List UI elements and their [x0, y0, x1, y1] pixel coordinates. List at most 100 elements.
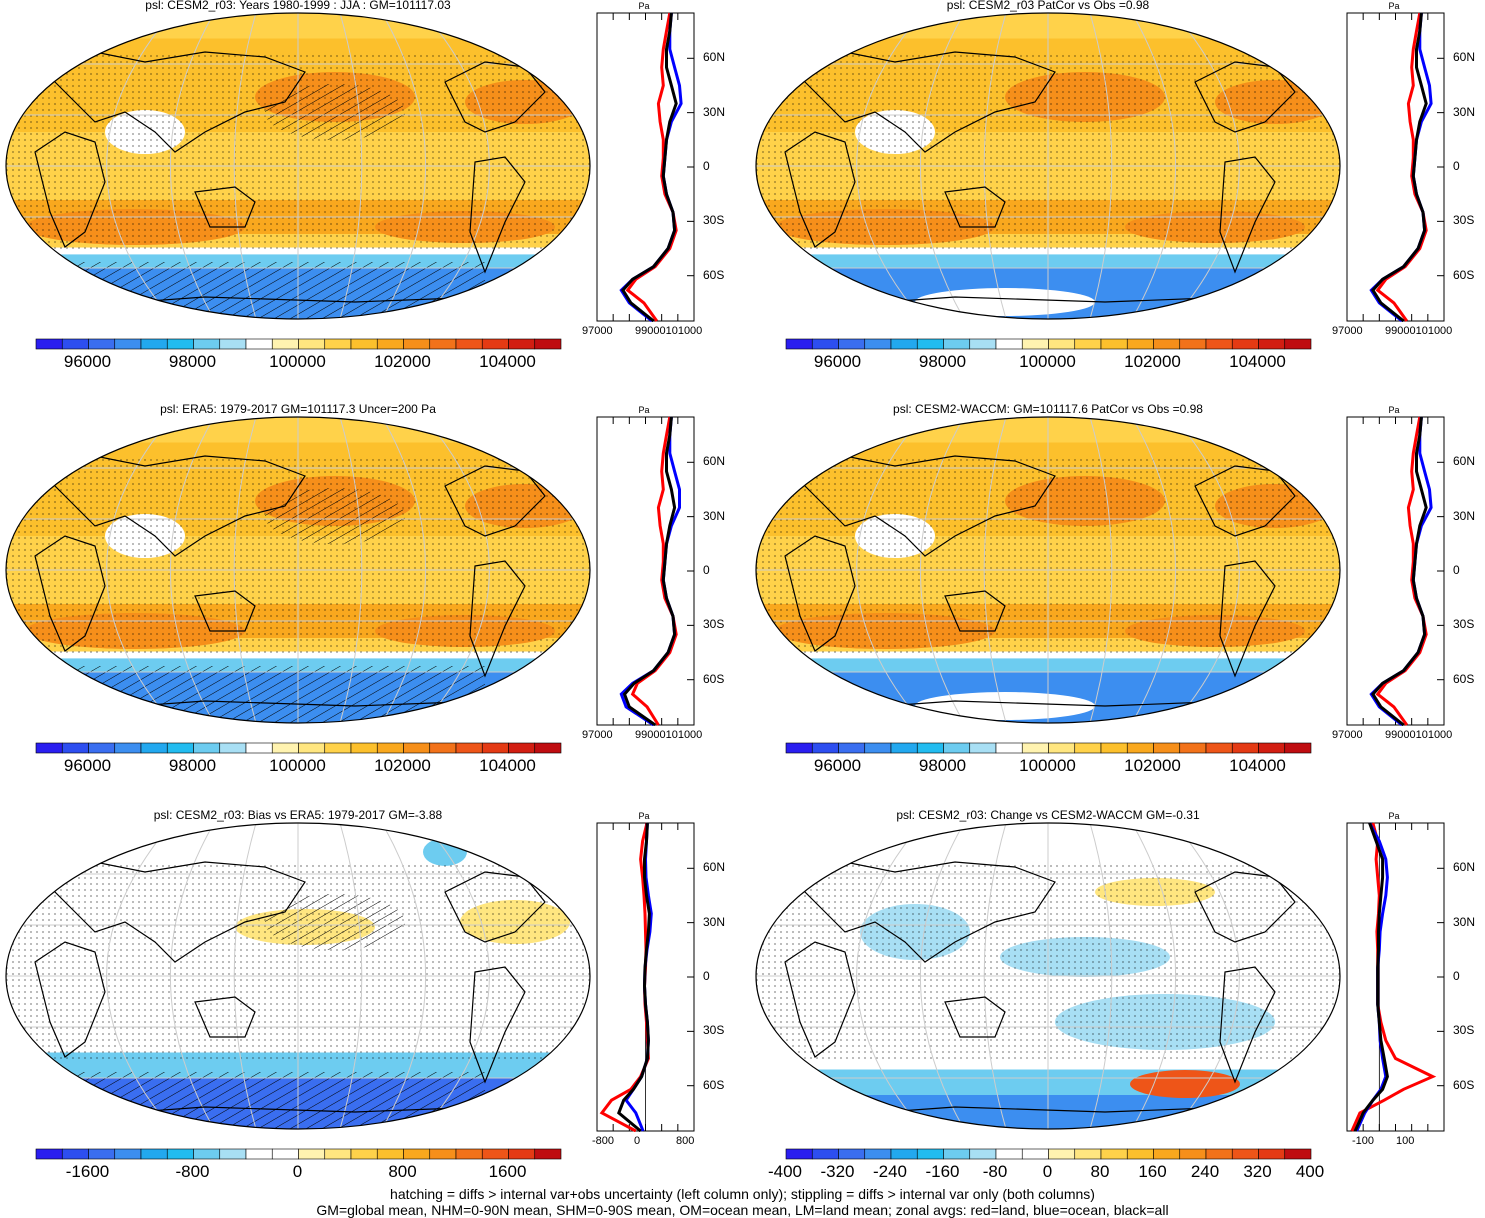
- colorbar-swatch: [114, 338, 142, 350]
- zonal-line-all: [1371, 416, 1428, 726]
- zonal-x-tick-label: 97000: [582, 729, 613, 741]
- colorbar-swatch: [35, 338, 63, 350]
- zonal-lat-label: 60S: [1453, 267, 1475, 282]
- colorbar-swatch: [969, 1148, 997, 1160]
- map-plot: [755, 822, 1341, 1130]
- colorbar-swatch: [916, 742, 944, 754]
- colorbar-swatch: [403, 742, 431, 754]
- colorbar-swatch: [403, 1148, 431, 1160]
- colorbar-swatch: [1179, 742, 1207, 754]
- colorbar-swatch: [1048, 1148, 1076, 1160]
- colorbar-label: 0: [1042, 1162, 1053, 1181]
- zonal-line-all: [617, 822, 651, 1132]
- colorbar-swatch: [1284, 742, 1312, 754]
- colorbar-swatch: [1074, 338, 1102, 350]
- zonal-line-land: [1375, 12, 1428, 322]
- zonal-units: Pa: [1388, 405, 1400, 415]
- colorbar-swatch: [1100, 338, 1128, 350]
- colorbar-label: 102000: [374, 756, 431, 775]
- colorbar-swatch: [481, 1148, 509, 1160]
- zonal-lat-label: 30S: [703, 617, 725, 632]
- colorbar-swatch: [1074, 1148, 1102, 1160]
- colorbar-swatch: [1231, 742, 1259, 754]
- colorbar-swatch: [1231, 338, 1259, 350]
- colorbar-swatch: [1258, 742, 1286, 754]
- zonal-x-tick-label: 800: [676, 1135, 695, 1147]
- colorbar-swatch: [995, 742, 1023, 754]
- zonal-lat-label: 30S: [703, 1023, 725, 1038]
- colorbar-swatch: [429, 742, 457, 754]
- colorbar-swatch: [811, 338, 839, 350]
- colorbar-label: 0: [292, 1162, 303, 1181]
- colorbar-swatch: [114, 742, 142, 754]
- zonal-line-land: [1375, 416, 1428, 726]
- zonal-units: Pa: [638, 405, 650, 415]
- colorbar-swatch: [245, 742, 273, 754]
- colorbar-swatch: [890, 742, 918, 754]
- colorbar-swatch: [140, 338, 168, 350]
- colorbar-swatch: [969, 742, 997, 754]
- colorbar-swatch: [508, 742, 536, 754]
- colorbar-swatch: [298, 338, 326, 350]
- colorbar-label: 320: [1243, 1162, 1272, 1181]
- colorbar-swatch: [166, 338, 194, 350]
- zonal-x-tick-label: 100: [1396, 1135, 1415, 1147]
- colorbar-swatch: [140, 742, 168, 754]
- colorbar-label: 96000: [63, 756, 112, 775]
- colorbar-label: 160: [1138, 1162, 1167, 1181]
- colorbar-swatch: [324, 1148, 352, 1160]
- zonal-units: Pa: [638, 1, 650, 11]
- colorbar-swatch: [995, 1148, 1023, 1160]
- colorbar-label: 104000: [1229, 352, 1286, 371]
- map-plot: [5, 822, 591, 1130]
- zonal-lat-label: 60S: [703, 671, 725, 686]
- panel-p6: psl: CESM2_r03: Change vs CESM2-WACCM GM…: [750, 808, 1485, 1210]
- zonal-lat-label: 60N: [1453, 50, 1476, 65]
- zonal-units: Pa: [638, 811, 650, 821]
- colorbar: [785, 338, 1312, 350]
- panel-title: psl: CESM2_r03: Bias vs ERA5: 1979-2017 …: [153, 808, 443, 822]
- colorbar-swatch: [1231, 1148, 1259, 1160]
- zonal-x-tick-label: 97000: [1332, 729, 1363, 741]
- colorbar-swatch: [1048, 742, 1076, 754]
- colorbar-swatch: [943, 1148, 971, 1160]
- colorbar-swatch: [1100, 742, 1128, 754]
- zonal-mean-plot: [1346, 822, 1445, 1132]
- colorbar-label: 100000: [1019, 756, 1076, 775]
- zonal-line-all: [621, 12, 678, 322]
- colorbar-swatch: [969, 338, 997, 350]
- colorbar-swatch: [245, 338, 273, 350]
- colorbar-swatch: [1021, 742, 1049, 754]
- colorbar-swatch: [785, 742, 813, 754]
- zonal-x-tick-label: -800: [592, 1135, 615, 1147]
- zonal-line-land: [630, 416, 678, 726]
- colorbar-swatch: [1126, 338, 1154, 350]
- colorbar-swatch: [1258, 1148, 1286, 1160]
- zonal-lat-label: 0: [1453, 969, 1460, 983]
- colorbar-swatch: [193, 742, 221, 754]
- colorbar: [35, 1148, 562, 1160]
- colorbar-label: -320: [820, 1162, 855, 1181]
- colorbar-label: 98000: [918, 756, 967, 775]
- colorbar-swatch: [350, 1148, 378, 1160]
- colorbar-swatch: [271, 338, 299, 350]
- colorbar-swatch: [35, 742, 63, 754]
- colorbar-swatch: [943, 338, 971, 350]
- colorbar-swatch: [271, 742, 299, 754]
- panel-p4: psl: CESM2-WACCM: GM=101117.6 PatCor vs …: [750, 402, 1485, 804]
- zonal-line-all: [1371, 12, 1428, 322]
- colorbar-label: 100000: [269, 756, 326, 775]
- footer-line-2: GM=global mean, NHM=0-90N mean, SHM=0-90…: [316, 1202, 1169, 1218]
- panel-title: psl: CESM2_r03 PatCor vs Obs =0.98: [946, 0, 1150, 12]
- colorbar-label: -1600: [65, 1162, 110, 1181]
- map-plot: [5, 416, 591, 724]
- colorbar-swatch: [61, 338, 89, 350]
- zonal-line-all: [1353, 822, 1389, 1132]
- colorbar-swatch: [298, 742, 326, 754]
- panel-p2: psl: CESM2_r03 PatCor vs Obs =0.98 96000 9…: [750, 0, 1485, 400]
- colorbar-label: 100000: [269, 352, 326, 371]
- colorbar-swatch: [219, 742, 247, 754]
- colorbar-swatch: [61, 742, 89, 754]
- zonal-x-tick-label: -100: [1352, 1135, 1375, 1147]
- colorbar-swatch: [838, 1148, 866, 1160]
